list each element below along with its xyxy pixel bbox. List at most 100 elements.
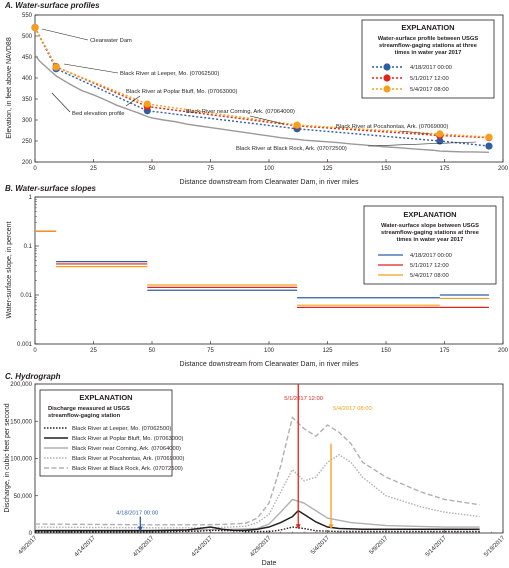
legend-a-marker-t2 <box>383 74 391 82</box>
panel-a-title: A. Water-surface profiles <box>4 1 100 10</box>
legend-a-label-t2: 5/1/2017 12:00 <box>410 76 449 82</box>
b-xtick-label: 50 <box>149 348 156 354</box>
a-ytick-label: 350 <box>22 97 33 103</box>
b-xtick-label: 25 <box>90 348 97 354</box>
marker-label-2: 5/1/2017 12:00 <box>284 396 323 402</box>
a-ytick-label: 300 <box>22 118 33 124</box>
c-xtick-label: 5/19/2017 <box>483 535 507 559</box>
a-ytick-label: 250 <box>22 139 33 145</box>
a-xtick-label: 200 <box>498 166 509 172</box>
c-ytick-label: 0 <box>29 531 33 537</box>
b-xtick-label: 150 <box>381 348 392 354</box>
marker-arrow-head-3 <box>328 524 334 530</box>
c-xtick-label: 4/24/2017 <box>191 535 215 559</box>
c-xtick-label: 4/14/2017 <box>74 535 98 559</box>
panel-b-legend-subtitle-1: Water-surface slope between USGS <box>381 223 479 229</box>
a-xtick-label: 100 <box>264 166 275 172</box>
panel-b-legend-box <box>363 205 497 285</box>
a-xtick-label: 25 <box>90 166 97 172</box>
panel-b-legend-subtitle-2: streamflow-gaging stations at three <box>381 230 480 236</box>
legend-b-label-t3: 5/4/2017 08:00 <box>410 273 449 279</box>
legend-b-label-t2: 5/1/2017 12:00 <box>410 263 449 269</box>
bed-elevation-line <box>34 54 489 154</box>
profile-line-3 <box>34 27 490 138</box>
profile-point-3 <box>52 63 60 71</box>
legend-c-label-black-rock: Black River at Black Rock, Ark. (0707250… <box>72 466 183 472</box>
hydrograph-corning <box>35 498 480 531</box>
annotation-poplar-bluff: Black River at Poplar Bluff, Mo. (070630… <box>126 89 237 95</box>
c-ytick-label: 100,000 <box>10 457 32 463</box>
profile-point-3 <box>31 24 39 32</box>
panel-c-legend-subtitle-1: Discharge measured at USGS <box>48 406 130 412</box>
panel-c-legend-heading: EXPLANATION <box>79 393 132 402</box>
a-xtick-label: 0 <box>33 166 37 172</box>
a-xtick-label: 50 <box>149 166 156 172</box>
leader-clearwater-dam <box>41 28 89 41</box>
annotation-leeper: Black River at Leeper, Mo. (07062500) <box>120 71 219 77</box>
profile-point-3 <box>143 100 151 108</box>
legend-a-marker-t3 <box>383 85 391 93</box>
c-ytick-label: 150,000 <box>10 419 32 425</box>
panel-a-legend-box <box>361 19 495 99</box>
annotation-black-rock: Black River at Black Rock, Ark. (0707250… <box>236 146 347 152</box>
a-xtick-label: 125 <box>322 166 333 172</box>
marker-label-3: 5/4/2017 08:00 <box>333 406 372 412</box>
annotation-clearwater-dam: Clearwater Dam <box>90 38 132 44</box>
panel-b-legend-subtitle-3: times in water year 2017 <box>397 237 464 243</box>
a-ytick-label: 450 <box>22 55 33 61</box>
a-xtick-label: 175 <box>439 166 450 172</box>
panel-c-xlabel: Date <box>262 560 277 567</box>
c-xtick-label: 4/19/2017 <box>132 535 156 559</box>
b-xtick-label: 0 <box>33 348 37 354</box>
profile-point-3 <box>485 133 493 141</box>
legend-a-label-t3: 5/4/2017 08:00 <box>410 87 449 93</box>
panel-b-xlabel: Distance downstream from Clearwater Dam,… <box>180 361 359 368</box>
a-ytick-label: 500 <box>22 34 33 40</box>
marker-arrow-head-1 <box>137 526 143 532</box>
leader-poplar-bluff <box>125 95 141 107</box>
a-ytick-label: 200 <box>22 160 33 166</box>
marker-arrow-head-2 <box>295 524 301 530</box>
b-ytick-label: 0.1 <box>24 244 33 250</box>
legend-a-marker-t1 <box>383 63 391 71</box>
c-xtick-label: 4/29/2017 <box>249 535 273 559</box>
annotation-pocahontas: Black River at Pocahontas, Ark. (0706900… <box>336 124 449 130</box>
panel-a-legend-heading: EXPLANATION <box>401 23 454 32</box>
panel-c-legend: EXPLANATION Discharge measured at USGS s… <box>39 389 185 477</box>
a-xtick-label: 150 <box>381 166 392 172</box>
leader-pocahontas <box>399 130 431 135</box>
legend-a-label-t1: 4/18/2017 00:00 <box>410 65 452 71</box>
b-ytick-label: 1 <box>29 195 33 201</box>
profile-point-1 <box>485 142 493 150</box>
panel-c-ylabel: Discharge, in cubic feet per second <box>4 403 11 512</box>
annotation-bed-elevation: Bed elevation profile <box>72 111 125 117</box>
b-ytick-label: 0.01 <box>20 293 32 299</box>
panel-a-legend-subtitle-1: Water-surface profile between USGS <box>378 36 479 42</box>
leader-leeper <box>63 63 119 74</box>
panel-a-ylabel: Elevation, in feet above NAVD88 <box>6 37 13 139</box>
c-xtick-label: 5/14/2017 <box>425 535 449 559</box>
b-ytick-label: 0.001 <box>17 342 33 348</box>
leader-corning <box>249 115 285 125</box>
annotation-corning: Black River near Corning, Ark. (07064000… <box>186 109 295 115</box>
legend-b-label-t1: 4/18/2017 00:00 <box>410 253 452 259</box>
panel-b-legend: EXPLANATION Water-surface slope between … <box>363 205 497 285</box>
c-ytick-label: 200,000 <box>10 382 32 388</box>
c-ytick-label: 50,000 <box>14 494 33 500</box>
leader-black-rock <box>367 141 477 147</box>
profile-point-1 <box>436 137 444 145</box>
profile-point-3 <box>436 130 444 138</box>
hydrograph-leeper <box>35 526 480 533</box>
b-xtick-label: 200 <box>498 348 509 354</box>
a-xtick-label: 75 <box>207 166 214 172</box>
panel-a-annotations: Clearwater Dam Black River at Leeper, Mo… <box>41 28 477 152</box>
b-xtick-label: 125 <box>322 348 333 354</box>
b-xtick-label: 175 <box>439 348 450 354</box>
c-xtick-label: 4/9/2017 <box>18 535 39 556</box>
b-xtick-label: 75 <box>207 348 214 354</box>
leader-bed-elevation <box>51 92 71 113</box>
panel-b-title: B. Water-surface slopes <box>5 184 97 193</box>
a-ytick-label: 550 <box>22 13 33 19</box>
panel-a-legend-subtitle-3: times in water year 2017 <box>395 50 462 56</box>
